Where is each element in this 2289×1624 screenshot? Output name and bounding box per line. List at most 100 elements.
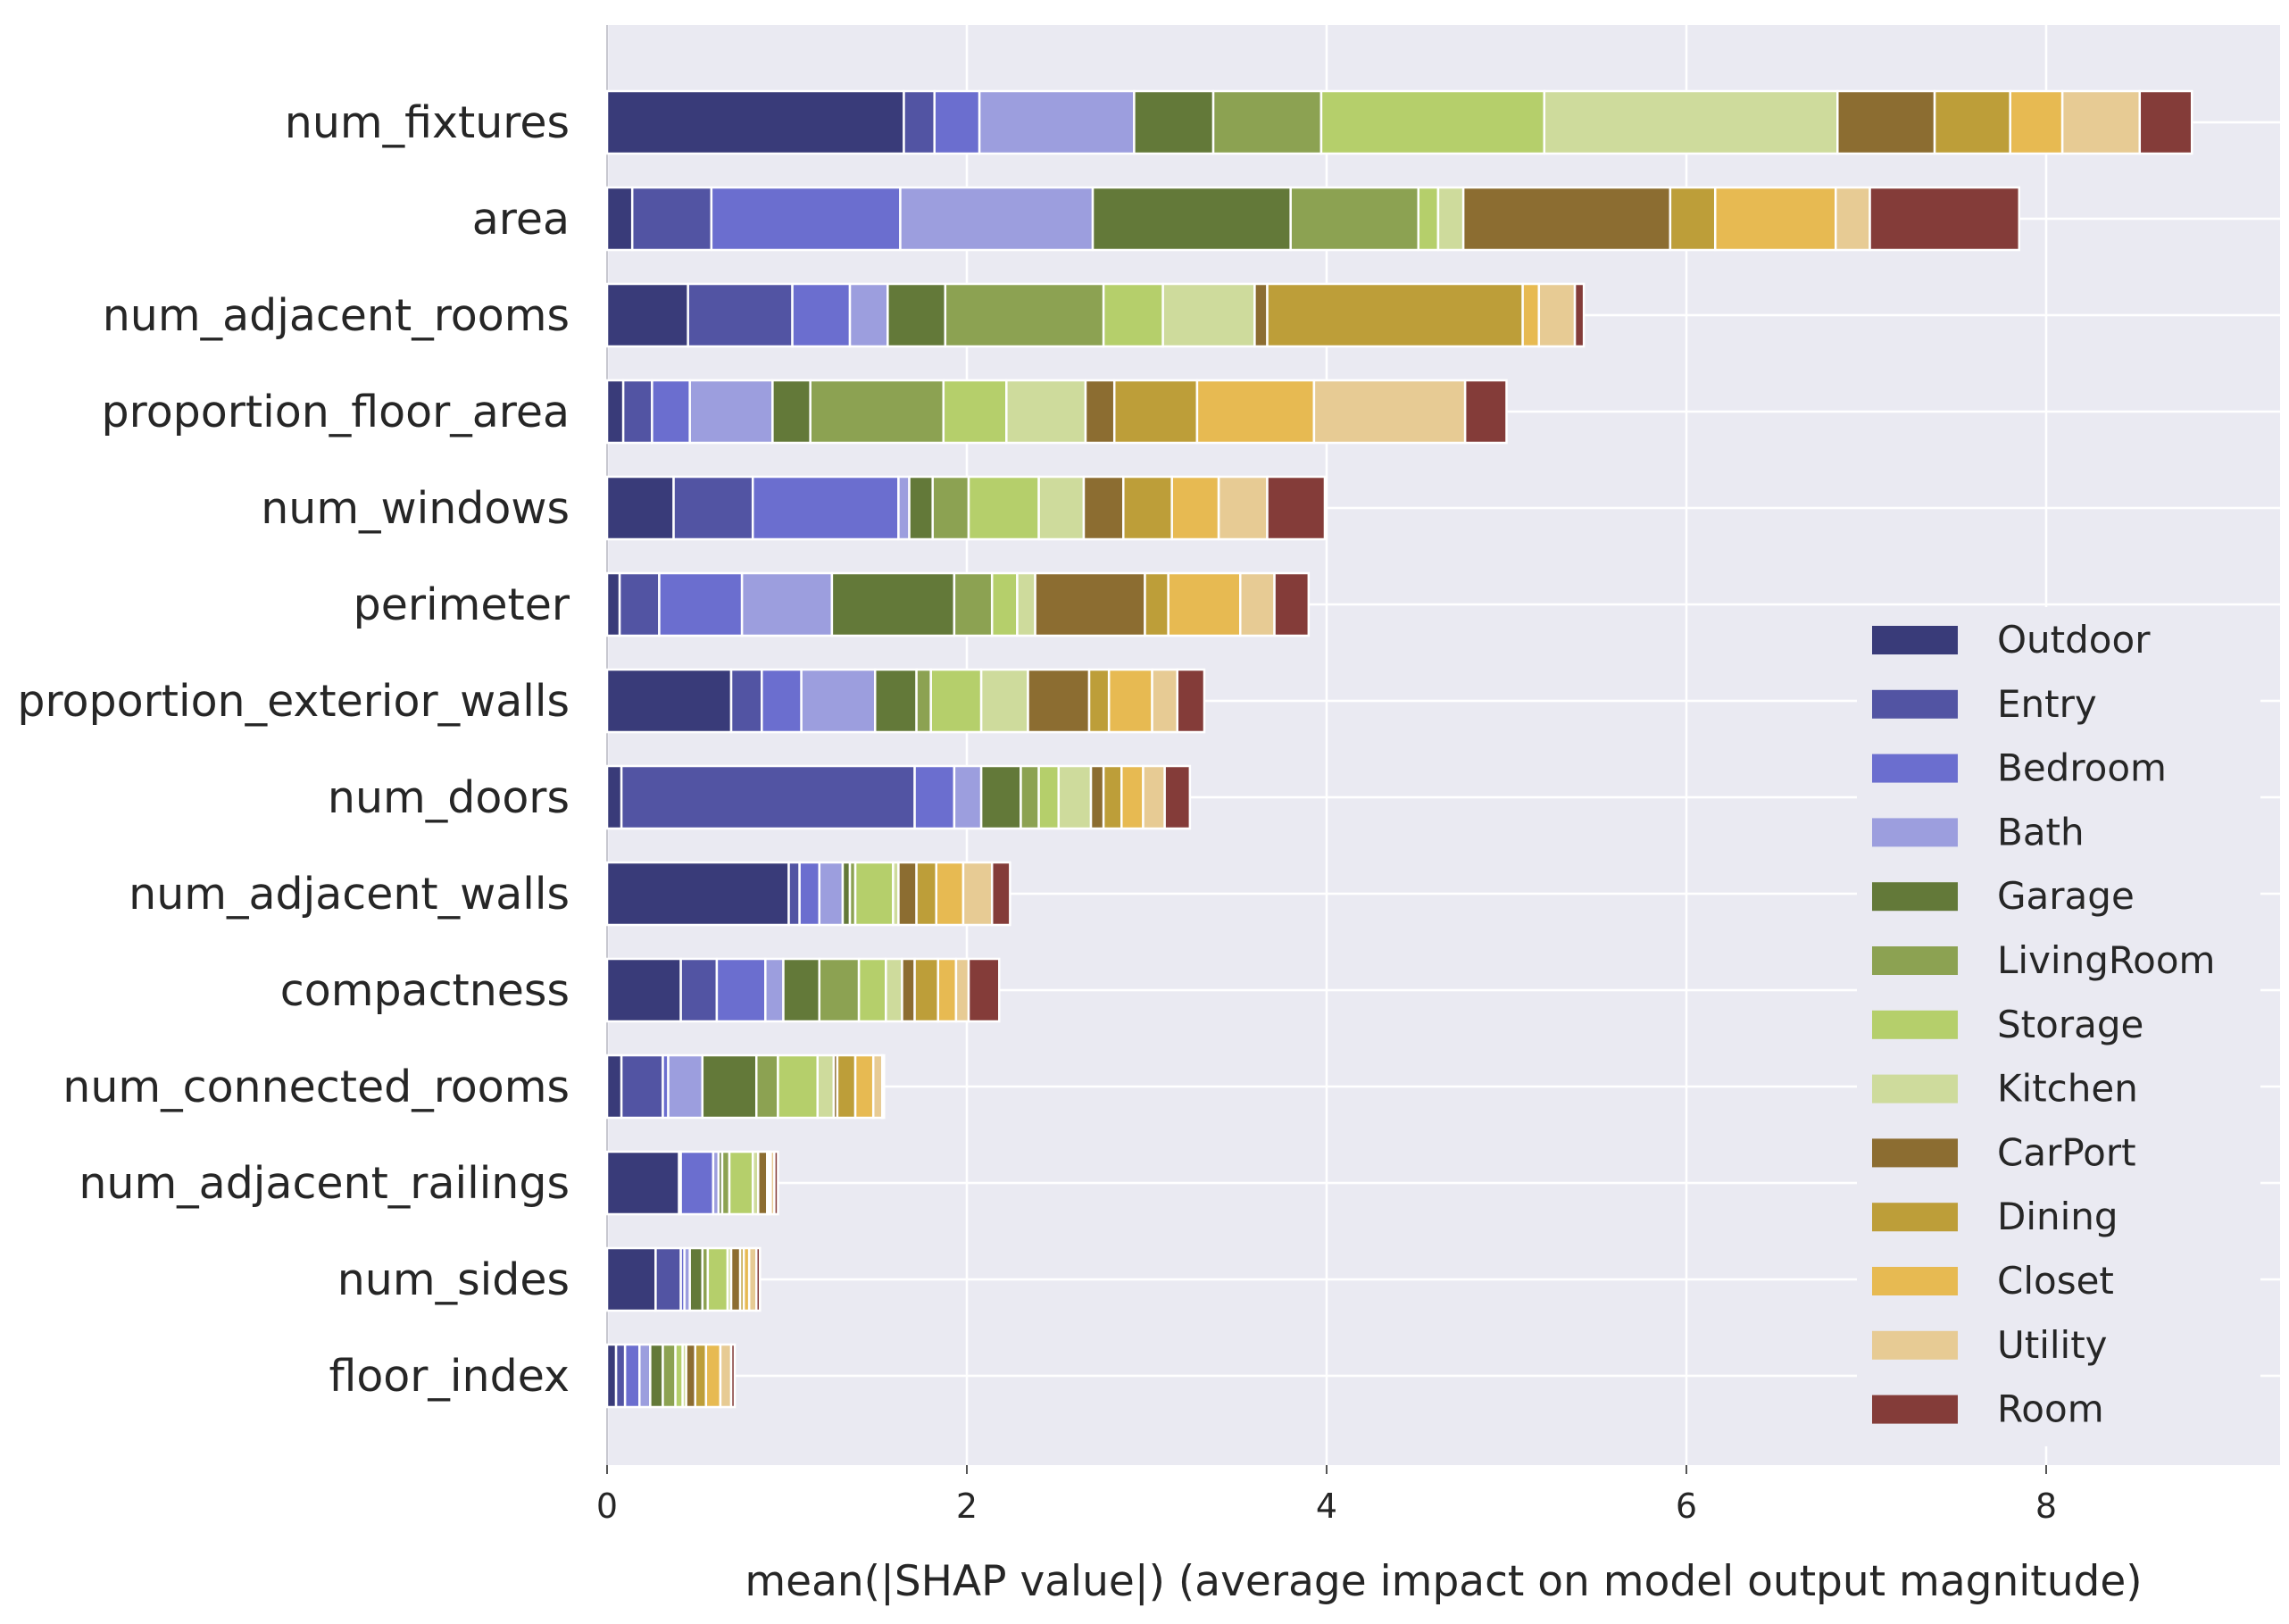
bar-segment-entry [672, 475, 754, 541]
y-tick-label: num_connected_rooms [62, 1062, 570, 1112]
bar-segment-entry [620, 764, 916, 830]
bar-segment-bath [978, 89, 1136, 155]
bar-segment-room [1176, 668, 1206, 734]
bar-segment-carport [685, 1343, 696, 1409]
bar-segment-room [729, 1343, 737, 1409]
bar-segment-storage [777, 1054, 820, 1120]
y-tick-label: num_fixtures [285, 97, 570, 148]
bar-segment-bedroom [933, 89, 981, 155]
y-tick-label: floor_index [329, 1351, 570, 1402]
bar-segment-room [967, 957, 1001, 1023]
y-tick-label: num_adjacent_walls [129, 869, 570, 920]
bar-segment-dining [915, 861, 937, 927]
bar-segment-storage [1102, 282, 1164, 348]
bar-segment-outdoor [605, 861, 790, 927]
bar-segment-closet [1195, 379, 1316, 445]
bar-segment-utility [954, 957, 970, 1023]
bar-segment-livingroom [953, 571, 994, 637]
bar-segment-kitchen [816, 1054, 836, 1120]
bar-segment-kitchen [1016, 571, 1036, 637]
bar-segment-garage [886, 282, 947, 348]
bar-segment-dining [1933, 89, 2011, 155]
bar-segment-utility [1151, 668, 1179, 734]
bar-segment-garage [782, 957, 821, 1023]
bar-segment-storage [857, 957, 887, 1023]
y-tick-label: num_doors [328, 772, 570, 823]
bar-segment-storage [706, 1246, 729, 1312]
bar-segment-livingroom [1211, 89, 1323, 155]
bar-segment-outdoor [605, 379, 625, 445]
bar-segment-entry [654, 1246, 682, 1312]
bar-segment-closet [1120, 764, 1144, 830]
bar-segment-bedroom [798, 861, 821, 927]
legend-label: Closet [1997, 1259, 2114, 1303]
bar-segment-dining [836, 1054, 857, 1120]
y-tick-label: num_sides [337, 1254, 570, 1305]
bar-segment-outdoor [605, 764, 623, 830]
bar-segment-livingroom [915, 668, 932, 734]
bar-segment-outdoor [605, 571, 621, 637]
bar-segment-utility [1834, 186, 1871, 252]
y-tick-label: num_windows [261, 483, 570, 534]
y-tick-label: num_adjacent_railings [79, 1158, 570, 1209]
bars [605, 89, 2193, 1409]
bar-segment-bath [764, 957, 785, 1023]
bar-segment-bedroom [679, 1150, 715, 1216]
bar-segment-dining [694, 1343, 708, 1409]
bar-segment-outdoor [605, 668, 733, 734]
y-tick-label: proportion_exterior_walls [17, 676, 570, 727]
bar-segment-garage [688, 1246, 704, 1312]
bar-segment-outdoor [605, 89, 905, 155]
bar-segment-garage [1133, 89, 1215, 155]
x-axis-ticks: 0 2 4 6 8 [596, 1465, 2057, 1526]
bar-segment-carport [729, 1246, 742, 1312]
bar-segment-storage [1319, 89, 1546, 155]
bar-segment-entry [614, 1343, 627, 1409]
bar-segment-closet [853, 1054, 875, 1120]
bar-segment-carport [1461, 186, 1672, 252]
legend-swatch [1872, 626, 1958, 654]
bar-segment-utility [2060, 89, 2142, 155]
bar-segment-room [773, 1150, 779, 1216]
bar-segment-storage [990, 571, 1019, 637]
legend-label: Entry [1997, 682, 2097, 726]
bar-segment-bath [740, 571, 834, 637]
bar-segment-carport [1027, 668, 1091, 734]
bar-segment-bedroom [623, 1343, 641, 1409]
bar-segment-room [2138, 89, 2193, 155]
bar-segment-entry [687, 282, 794, 348]
bar-segment-closet [935, 861, 965, 927]
legend-swatch [1872, 946, 1958, 975]
bar-segment-closet [1521, 282, 1541, 348]
bar-segment-bath [897, 475, 911, 541]
bar-segment-storage [853, 861, 895, 927]
bar-segment-outdoor [605, 1054, 623, 1120]
bar-segment-carport [1082, 475, 1125, 541]
bar-segment-room [1463, 379, 1508, 445]
bar-segment-garage [1091, 186, 1292, 252]
bar-segment-carport [1253, 282, 1269, 348]
bar-segment-livingroom [944, 282, 1105, 348]
bar-segment-dining [1102, 764, 1123, 830]
bar-segment-garage [771, 379, 812, 445]
x-tick-label: 4 [1316, 1487, 1337, 1526]
bar-segment-livingroom [662, 1343, 677, 1409]
bar-segment-bedroom [658, 571, 744, 637]
bar-segment-outdoor [605, 475, 675, 541]
bar-segment-room [754, 1246, 762, 1312]
bar-segment-kitchen [1005, 379, 1087, 445]
bar-segment-bath [800, 668, 877, 734]
bar-segment-closet [1713, 186, 1837, 252]
bar-segment-kitchen [1436, 186, 1465, 252]
bar-segment-utility [1312, 379, 1467, 445]
bar-segment-entry [679, 957, 719, 1023]
bar-segment-dining [913, 957, 940, 1023]
x-tick-label: 8 [2035, 1487, 2057, 1526]
bar-segment-carport [757, 1150, 769, 1216]
bar-segment-outdoor [605, 186, 634, 252]
bar-segment-garage [649, 1343, 664, 1409]
bar-segment-kitchen [885, 957, 903, 1023]
bar-segment-room [1273, 571, 1311, 637]
